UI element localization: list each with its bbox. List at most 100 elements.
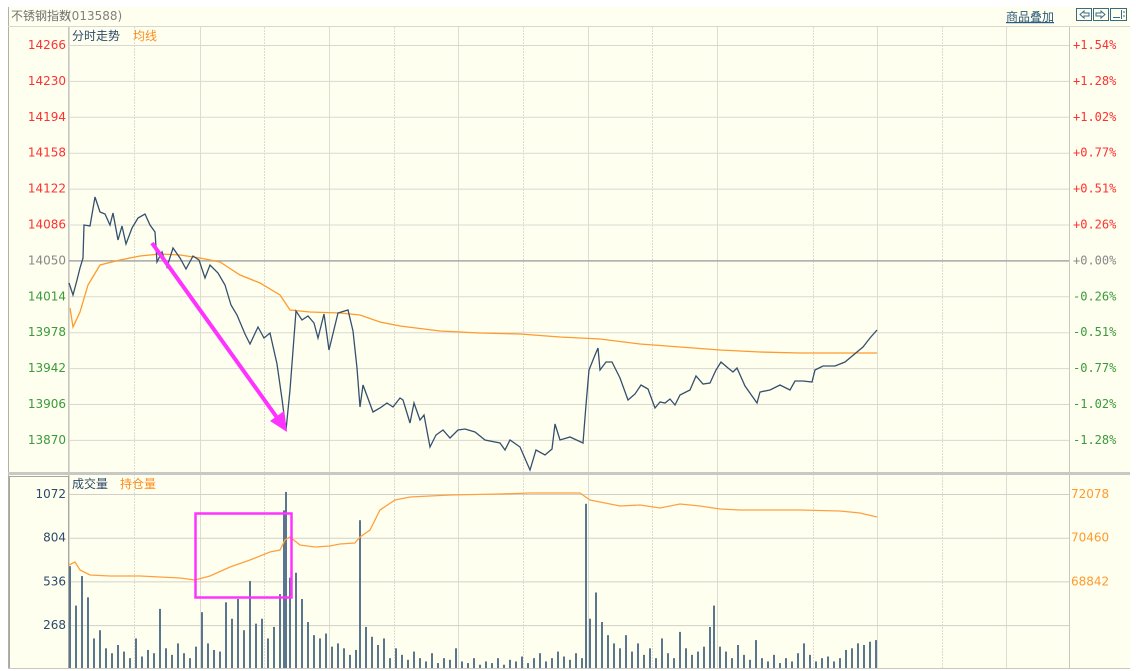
axis-ticks: 14266 +1.54% 14230 +1.28% 14194 +1.02% 14158 +0… [28, 38, 1117, 632]
volume-bar [581, 658, 583, 668]
volume-bar [845, 649, 847, 668]
volume-bar [337, 643, 339, 668]
volume-bar [827, 656, 829, 668]
volume-bar [219, 651, 221, 668]
volume-bar [255, 623, 257, 668]
volume-bar [443, 658, 445, 668]
volume-bar [527, 663, 529, 668]
volume-bar [389, 658, 391, 668]
price-tick-label: 13906 [28, 397, 66, 411]
volume-bar [719, 646, 721, 668]
overlay-commodity-link[interactable]: 商品叠加 [1006, 9, 1054, 24]
volume-tick-label: 804 [43, 531, 66, 545]
volume-bar [569, 659, 571, 668]
percent-tick-label: +1.28% [1073, 74, 1117, 88]
window-title: 不锈钢指数 [11, 8, 71, 23]
annotation-box [194, 512, 293, 599]
volume-bar [743, 654, 745, 668]
price-tick-label: 14086 [28, 218, 66, 232]
volume-bar [785, 658, 787, 668]
volume-bar [797, 653, 799, 668]
price-tick-label: 14230 [28, 74, 66, 88]
volume-bar [99, 630, 101, 668]
volume-tick-label: 536 [43, 574, 66, 588]
volume-bar [407, 659, 409, 668]
open-interest-tick-label: 68842 [1071, 574, 1109, 588]
volume-bar [685, 648, 687, 668]
layout-icon [1113, 10, 1125, 19]
volume-bar [117, 645, 119, 668]
volume-bar [575, 653, 577, 668]
open-interest-line [68, 492, 878, 581]
instrument-code: (013588) [67, 9, 122, 23]
volume-bar [189, 658, 191, 668]
volume-bar [437, 663, 439, 668]
price-tick-label: 13942 [28, 361, 66, 375]
volume-bar [123, 651, 125, 668]
volume-bar [803, 643, 805, 668]
legend-open-interest: 持仓量 [120, 476, 156, 491]
volume-bar [731, 658, 733, 668]
volume-bar [703, 646, 705, 668]
volume-bar [237, 599, 239, 668]
volume-bar [691, 654, 693, 668]
volume-bar [679, 631, 681, 668]
volume-bar [473, 658, 475, 668]
volume-bar [857, 643, 859, 668]
volume-bar [625, 635, 627, 668]
volume-bar [661, 638, 663, 668]
volume-bar [401, 654, 403, 668]
volume-bar [545, 661, 547, 668]
nav-right-button[interactable] [1093, 8, 1109, 21]
volume-bar [761, 658, 763, 668]
volume-bar [839, 658, 841, 668]
price-tick-label: 14158 [28, 146, 66, 160]
volume-bar [725, 651, 727, 668]
volume-bar [93, 638, 95, 668]
layout-button[interactable] [1110, 8, 1127, 21]
volume-bar [285, 491, 287, 668]
volume-bar [69, 566, 71, 668]
volume-bar [455, 648, 457, 668]
volume-bar [249, 580, 251, 668]
volume-bar [655, 658, 657, 668]
legend-average: 均线 [133, 29, 157, 43]
volume-bar [425, 661, 427, 668]
volume-bar [485, 661, 487, 668]
percent-tick-label: +0.77% [1073, 146, 1117, 160]
volume-bar [267, 638, 269, 668]
volume-bar [749, 659, 751, 668]
price-tick-label: 14014 [28, 289, 66, 303]
volume-bar [667, 653, 669, 668]
volume-bar [491, 663, 493, 668]
volume-bar [851, 648, 853, 668]
volume-bar [365, 626, 367, 668]
volume-bar [607, 635, 609, 668]
percent-tick-label: -1.28% [1073, 433, 1117, 447]
price-tick-label: 14266 [28, 38, 66, 52]
panel-separator [8, 472, 1130, 475]
volume-bar [461, 661, 463, 668]
percent-tick-label: -0.26% [1073, 289, 1117, 303]
volume-bar [141, 656, 143, 668]
volume-bar [419, 658, 421, 668]
volume-bar [773, 654, 775, 668]
volume-bar [413, 651, 415, 668]
volume-bar [601, 622, 603, 668]
volume-bar [111, 653, 113, 668]
volume-bar [177, 643, 179, 668]
volume-bar [863, 645, 865, 668]
price-tick-label: 14050 [28, 253, 66, 267]
right-arrow-icon [1095, 9, 1106, 20]
volume-bar [815, 661, 817, 668]
legend-volume: 成交量 [72, 476, 108, 491]
percent-tick-label: -0.77% [1073, 361, 1117, 375]
volume-tick-label: 1072 [35, 487, 66, 501]
volume-bar [159, 608, 161, 668]
volume-bar [533, 658, 535, 668]
volume-bar [431, 653, 433, 668]
grid [69, 27, 1069, 668]
nav-left-button[interactable] [1076, 8, 1092, 21]
